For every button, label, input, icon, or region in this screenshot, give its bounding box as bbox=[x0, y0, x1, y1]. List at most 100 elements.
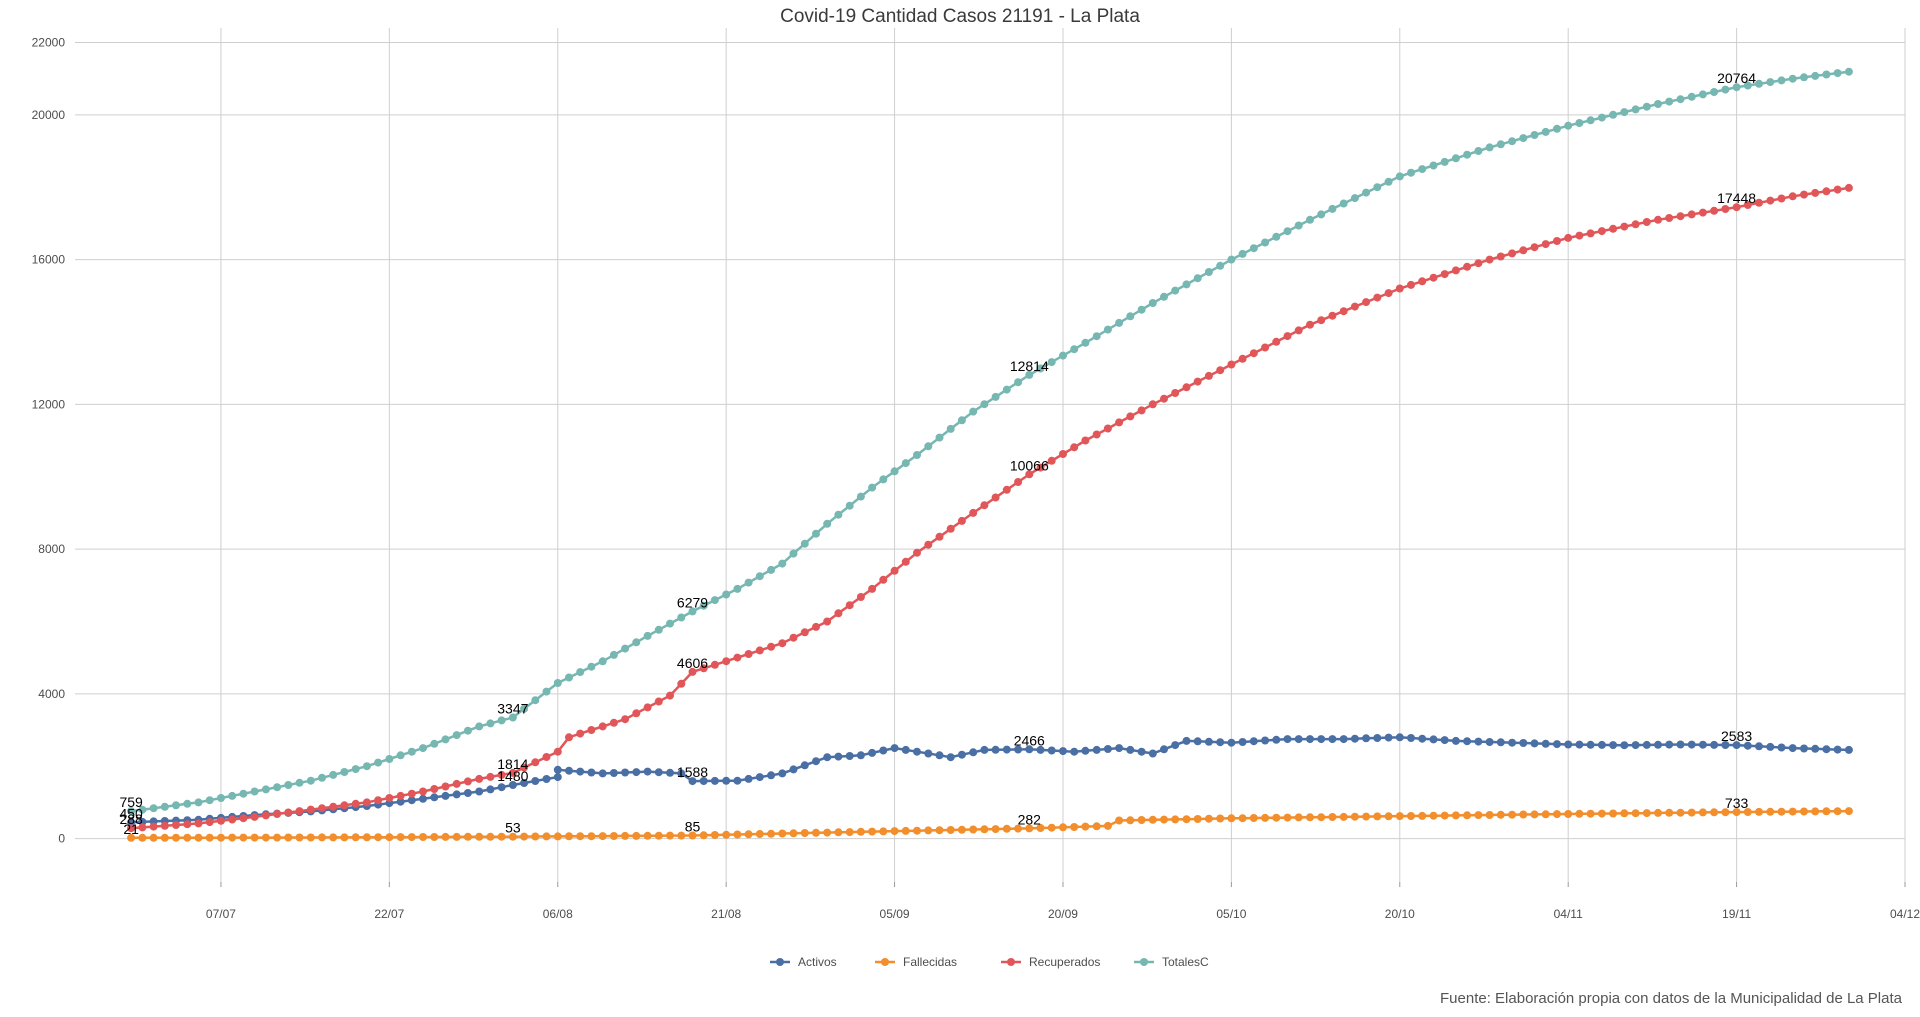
data-point bbox=[553, 679, 562, 687]
data-point bbox=[1081, 436, 1090, 445]
data-point bbox=[1530, 243, 1539, 252]
data-point bbox=[329, 833, 338, 842]
data-point bbox=[1474, 259, 1483, 268]
data-point bbox=[531, 777, 540, 785]
data-point bbox=[1103, 325, 1112, 334]
data-point bbox=[1451, 736, 1460, 745]
data-point bbox=[868, 584, 877, 593]
data-point bbox=[1586, 740, 1595, 749]
data-point bbox=[542, 687, 551, 696]
data-point bbox=[1519, 810, 1528, 819]
data-point bbox=[1508, 137, 1517, 146]
y-tick-label: 8000 bbox=[38, 542, 65, 556]
data-point bbox=[351, 833, 360, 842]
data-point bbox=[284, 781, 293, 789]
data-point bbox=[1586, 116, 1595, 125]
data-point bbox=[778, 829, 787, 838]
data-point bbox=[273, 810, 282, 818]
data-point bbox=[1407, 812, 1415, 820]
data-point bbox=[1249, 737, 1258, 746]
data-point bbox=[1463, 262, 1472, 271]
series-fallecidas bbox=[127, 807, 1853, 842]
data-point bbox=[1317, 735, 1326, 744]
data-point bbox=[1103, 821, 1112, 830]
data-point bbox=[553, 765, 562, 774]
data-point bbox=[924, 540, 933, 549]
data-point bbox=[935, 751, 944, 760]
data-point bbox=[1059, 747, 1067, 756]
data-point bbox=[744, 830, 753, 839]
data-point bbox=[969, 825, 978, 834]
data-point bbox=[1811, 71, 1820, 80]
data-label-totalesc: 20764 bbox=[1717, 70, 1756, 86]
data-point bbox=[1261, 736, 1270, 745]
data-point bbox=[1485, 811, 1494, 819]
data-point bbox=[1407, 168, 1415, 177]
data-point bbox=[1036, 745, 1045, 754]
data-point bbox=[160, 833, 169, 842]
data-point bbox=[957, 750, 966, 759]
data-point bbox=[778, 769, 787, 778]
data-point bbox=[710, 660, 719, 669]
data-point bbox=[1193, 815, 1202, 823]
data-point bbox=[666, 831, 674, 840]
data-point bbox=[946, 826, 955, 834]
data-point bbox=[1788, 807, 1797, 816]
data-point bbox=[632, 709, 641, 718]
data-point bbox=[1553, 237, 1561, 245]
data-point bbox=[497, 783, 506, 792]
data-point bbox=[800, 829, 809, 837]
data-point bbox=[1395, 172, 1404, 181]
data-point bbox=[767, 771, 776, 780]
data-point bbox=[643, 831, 652, 840]
data-point bbox=[654, 697, 663, 706]
data-point bbox=[1339, 307, 1348, 316]
data-point bbox=[1755, 742, 1763, 751]
data-point bbox=[160, 802, 169, 811]
data-point bbox=[1474, 737, 1483, 746]
data-point bbox=[1059, 823, 1067, 832]
data-point bbox=[1227, 360, 1236, 369]
data-point bbox=[1283, 227, 1292, 236]
data-point bbox=[957, 416, 966, 425]
series-group bbox=[127, 67, 1853, 842]
data-point bbox=[1047, 823, 1056, 832]
data-point bbox=[1126, 312, 1135, 321]
data-point bbox=[1350, 812, 1359, 821]
data-label-fallecidas: 85 bbox=[685, 819, 701, 835]
data-point bbox=[1788, 744, 1797, 753]
data-point bbox=[1564, 121, 1573, 130]
data-point bbox=[688, 777, 697, 786]
data-point bbox=[1249, 244, 1258, 253]
data-point bbox=[1137, 816, 1146, 824]
data-point bbox=[138, 817, 147, 826]
data-point bbox=[1665, 214, 1674, 222]
data-point bbox=[475, 787, 484, 796]
data-point bbox=[666, 619, 674, 628]
data-point bbox=[677, 831, 686, 840]
data-point bbox=[924, 826, 933, 835]
data-point bbox=[609, 769, 618, 777]
data-point bbox=[935, 532, 944, 541]
data-point bbox=[329, 770, 338, 779]
data-point bbox=[767, 642, 776, 651]
data-point bbox=[1126, 412, 1135, 421]
data-label-recuperados: 17448 bbox=[1717, 190, 1756, 206]
data-point bbox=[407, 796, 416, 805]
data-point bbox=[879, 827, 888, 836]
axes: 0 4000 8000 12000 16000 20000 22000 07/07 22/07 0… bbox=[32, 35, 1920, 921]
data-point bbox=[1182, 815, 1191, 824]
data-point bbox=[1687, 210, 1696, 219]
data-point bbox=[1485, 738, 1494, 746]
data-point bbox=[306, 805, 315, 814]
data-point bbox=[1395, 812, 1404, 821]
data-point bbox=[1766, 807, 1775, 816]
data-point bbox=[845, 828, 854, 837]
data-point bbox=[295, 833, 304, 842]
data-point bbox=[1249, 349, 1258, 358]
data-point bbox=[1283, 735, 1292, 744]
data-point bbox=[1597, 113, 1606, 122]
x-tick-label: 04/11 bbox=[1554, 907, 1583, 921]
data-point bbox=[901, 745, 910, 754]
data-point bbox=[834, 828, 843, 837]
